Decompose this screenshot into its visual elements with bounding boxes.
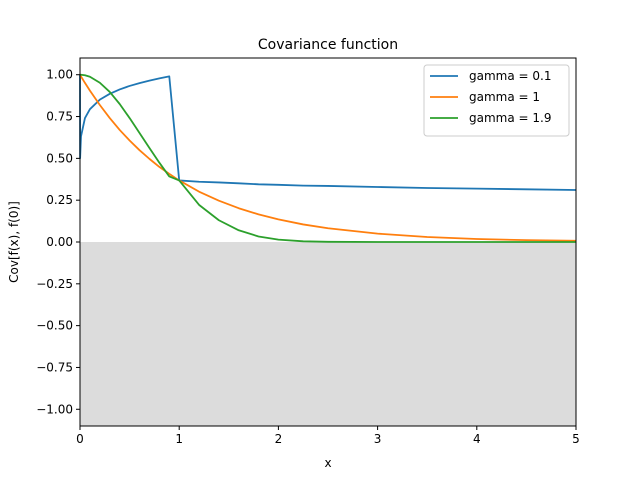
y-tick-label: −0.50 — [36, 319, 73, 333]
x-tick-label: 0 — [76, 432, 84, 446]
y-tick-label: −0.25 — [36, 277, 73, 291]
y-tick-label: 0.00 — [46, 235, 73, 249]
y-tick-label: −0.75 — [36, 360, 73, 374]
y-tick-label: 0.25 — [46, 193, 73, 207]
x-tick-label: 1 — [175, 432, 183, 446]
legend-label-1: gamma = 0.1 — [469, 69, 551, 83]
series-line-2 — [79, 73, 577, 242]
y-tick-label: −1.00 — [36, 402, 73, 416]
legend: gamma = 0.1 gamma = 1 gamma = 1.9 — [423, 64, 570, 137]
legend-label-3: gamma = 1.9 — [469, 111, 551, 125]
x-axis-label: x — [324, 456, 331, 470]
y-tick-label: 0.50 — [46, 151, 73, 165]
legend-label-2: gamma = 1 — [469, 90, 540, 104]
x-tick-label: 3 — [374, 432, 382, 446]
x-tick-label: 5 — [572, 432, 580, 446]
legend-box — [423, 64, 570, 137]
series-line-3 — [79, 73, 576, 243]
x-tick-label: 2 — [275, 432, 283, 446]
y-tick-label: 0.75 — [46, 110, 73, 124]
shaded-negative-region — [80, 242, 576, 426]
plot-area: 0 1 2 3 4 5 −1.00 −0.75 −0.50 −0.25 0.00 0.25 0.50 0.… — [36, 57, 580, 446]
x-tick-label: 4 — [473, 432, 481, 446]
chart-title: Covariance function — [258, 37, 398, 53]
y-tick-label: 1.00 — [46, 68, 73, 82]
y-axis-label: Cov[f(x), f(0)] — [7, 201, 21, 283]
series-line-1 — [79, 74, 577, 191]
